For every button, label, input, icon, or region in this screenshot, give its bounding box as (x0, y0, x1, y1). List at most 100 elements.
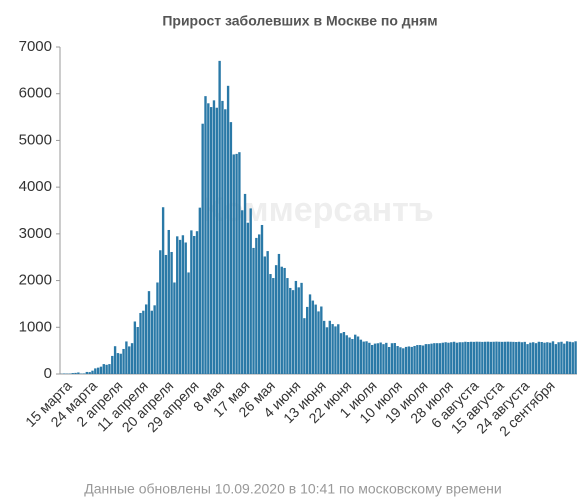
bar (483, 341, 487, 374)
footnote: Данные обновлены 10.09.2020 в 10:41 по м… (84, 481, 501, 497)
bar (119, 353, 122, 374)
bar (82, 373, 86, 374)
bar (77, 372, 80, 374)
bar (136, 327, 139, 374)
bar (300, 282, 303, 374)
bar (241, 210, 244, 374)
bar (421, 345, 425, 374)
bar (252, 247, 255, 374)
bar (232, 154, 235, 374)
bar (193, 236, 196, 374)
bar (537, 341, 541, 374)
bar (467, 342, 470, 374)
bar (534, 343, 538, 374)
bar (500, 341, 504, 374)
bar (396, 346, 399, 374)
bar (272, 278, 275, 374)
bar (433, 343, 436, 374)
bar (291, 290, 295, 374)
bar (283, 267, 286, 374)
bar (238, 152, 241, 374)
bar (416, 345, 419, 374)
bar (209, 107, 213, 374)
bar (218, 60, 221, 374)
bar (195, 231, 199, 374)
bar (407, 346, 411, 374)
bar (382, 344, 385, 374)
bar (147, 291, 151, 374)
bar (529, 342, 532, 374)
bar (226, 85, 230, 374)
bar (376, 343, 380, 374)
bar (563, 343, 566, 374)
bar (486, 341, 490, 374)
bar (108, 364, 111, 374)
bar (540, 342, 543, 374)
bar (176, 236, 179, 374)
bar (224, 109, 227, 374)
bar (96, 367, 100, 374)
bar (105, 364, 108, 374)
bar (246, 222, 250, 374)
y-tick-label: 7000 (19, 38, 52, 55)
bar (489, 341, 493, 374)
y-tick-label: 3000 (19, 225, 52, 242)
bar (532, 342, 535, 374)
bar (506, 341, 509, 374)
bar (461, 342, 464, 374)
bar (322, 320, 326, 374)
bar (181, 235, 185, 374)
bar (498, 341, 501, 374)
bar (286, 278, 289, 374)
bar (161, 207, 165, 374)
y-tick-label: 2000 (19, 272, 52, 289)
bar (221, 100, 224, 374)
bar (159, 250, 162, 374)
bar (560, 341, 563, 374)
bar (128, 346, 131, 374)
bar (277, 253, 281, 374)
bar (164, 254, 168, 374)
bar (314, 304, 317, 374)
bar (150, 310, 154, 374)
bar (354, 334, 357, 374)
bar (413, 345, 416, 374)
bar (557, 342, 560, 374)
bar (551, 341, 555, 374)
y-tick-label: 6000 (19, 85, 52, 102)
bar (153, 305, 156, 374)
bar (444, 342, 447, 374)
y-tick-label: 5000 (19, 131, 52, 148)
bar (125, 341, 128, 374)
bar (235, 153, 238, 374)
bar (571, 342, 574, 374)
bar (427, 344, 430, 374)
bar (63, 373, 66, 374)
bar (359, 339, 363, 374)
bar (204, 96, 207, 374)
bar (99, 366, 103, 374)
bar (368, 342, 371, 374)
bar (365, 341, 368, 374)
bar (342, 332, 346, 374)
bar (458, 342, 461, 374)
y-tick-label: 1000 (19, 318, 52, 335)
bar (255, 237, 258, 374)
bar (345, 335, 348, 374)
bar (568, 341, 572, 374)
chart-title: Прирост заболевших в Москве по дням (162, 13, 437, 29)
bar (328, 320, 331, 374)
bar (170, 251, 173, 374)
bar (306, 306, 309, 374)
bar (373, 343, 377, 374)
bar (455, 342, 459, 374)
bar (190, 230, 193, 374)
bar (574, 341, 577, 374)
bar (424, 344, 428, 374)
bar (201, 123, 204, 374)
bar (111, 355, 114, 374)
bar (88, 372, 91, 374)
y-tick-label: 0 (44, 365, 52, 382)
bar (122, 348, 125, 374)
bar (390, 343, 394, 374)
